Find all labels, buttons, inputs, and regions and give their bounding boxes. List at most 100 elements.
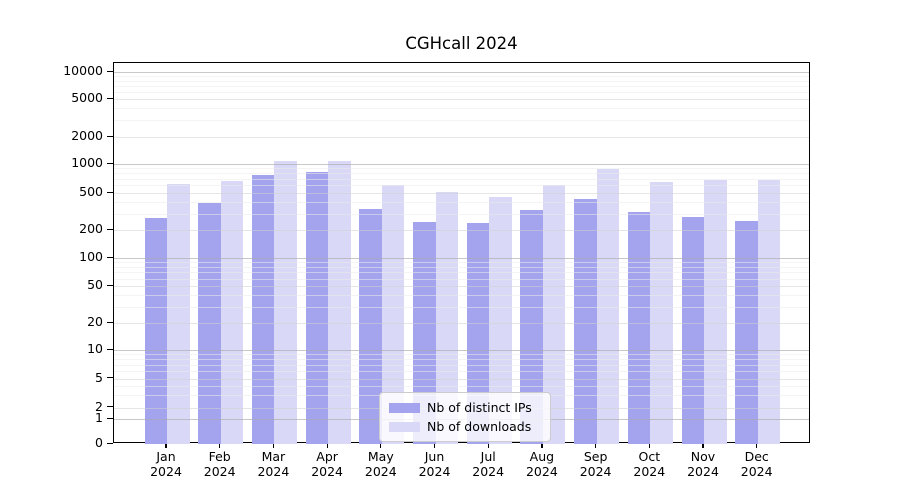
x-tick-jul [487,443,489,448]
bar-distinct-ips-jan [144,217,167,444]
x-tick-apr [326,443,328,448]
minor-gridline [114,295,809,296]
bar-distinct-ips-nov [681,217,704,444]
bar-downloads-jan [167,184,190,444]
gridline-5000 [114,99,809,100]
plot-area: Nb of distinct IPs Nb of downloads [113,62,810,444]
y-tick-1000 [107,162,113,164]
x-tick-label-nov: Nov 2024 [687,449,719,479]
y-tick-label-500: 500 [79,184,103,199]
y-tick-50 [107,284,113,286]
minor-gridline [114,202,809,203]
minor-gridline [114,91,809,93]
y-tick-label-0: 0 [95,435,103,450]
minor-gridline [114,262,809,264]
gridline-50 [114,286,809,287]
bar-downloads-mar [274,161,297,444]
y-tick-label-1: 1 [95,410,103,425]
bar-distinct-ips-dec [735,221,758,444]
minor-gridline [114,168,809,170]
x-tick-feb [219,443,221,448]
gridline-10000 [114,72,809,73]
x-tick-label-apr: Apr 2024 [311,449,343,479]
minor-gridline [114,354,809,356]
legend-label-distinct-ips: Nb of distinct IPs [427,400,532,415]
legend-item-distinct-ips: Nb of distinct IPs [389,398,542,417]
y-tick-label-20: 20 [87,314,103,329]
y-tick-label-5000: 5000 [71,90,103,105]
y-tick-label-10: 10 [87,341,103,356]
x-tick-aug [541,443,543,448]
minor-gridline [114,76,809,78]
y-tick-2000 [107,135,113,137]
x-tick-label-jul: Jul 2024 [472,449,505,479]
y-tick-10 [107,348,113,350]
y-tick-200 [107,228,113,230]
legend-label-downloads: Nb of downloads [427,419,532,434]
x-tick-dec [756,443,758,448]
y-tick-10000 [107,70,113,72]
minor-gridline [114,278,809,280]
gridline-500 [114,193,809,194]
bar-distinct-ips-sep [574,198,597,444]
x-tick-label-feb: Feb 2024 [203,449,236,479]
bar-distinct-ips-jun [413,221,436,444]
y-tick-label-2000: 2000 [71,128,103,143]
minor-gridline [114,359,809,361]
bar-downloads-apr [328,160,351,444]
y-tick-label-1000: 1000 [71,155,103,170]
gridline-1000 [114,164,809,165]
y-tick-label-200: 200 [79,221,103,236]
minor-gridline [114,306,809,308]
minor-gridline [114,385,809,387]
y-tick-5 [107,377,113,379]
x-tick-label-mar: Mar 2024 [257,449,290,479]
x-tick-label-aug: Aug 2024 [525,449,558,479]
bar-downloads-sep [596,168,620,444]
bar-downloads-nov [704,179,727,444]
bar-distinct-ips-oct [627,211,651,444]
gridline-20 [114,323,809,324]
y-tick-label-10000: 10000 [63,63,103,78]
x-tick-may [380,443,382,448]
legend: Nb of distinct IPs Nb of downloads [379,392,551,442]
gridline-200 [114,230,809,231]
gridline-5 [114,378,809,380]
chart-title: CGHcall 2024 [405,34,518,53]
y-tick-1 [107,417,113,419]
x-tick-jan [165,443,167,448]
gridline-100 [114,258,809,259]
y-tick-100 [107,256,113,258]
bar-distinct-ips-jul [466,223,490,444]
y-tick-label-2: 2 [95,398,103,414]
x-tick-mar [272,443,275,448]
x-tick-label-dec: Dec 2024 [740,449,773,479]
gridline-10 [114,350,809,351]
minor-gridline [114,371,809,372]
legend-swatch-distinct-ips [389,402,420,413]
y-tick-500 [107,191,113,193]
legend-item-downloads: Nb of downloads [389,417,542,436]
minor-gridline [114,178,809,180]
x-tick-sep [595,443,597,448]
minor-gridline [114,85,809,87]
y-tick-label-100: 100 [79,249,103,264]
y-tick-0 [107,442,113,444]
legend-swatch-downloads [389,421,420,432]
y-tick-5000 [107,97,113,99]
minor-gridline [114,120,809,122]
x-tick-oct [648,443,650,448]
bar-distinct-ips-mar [251,174,275,444]
minor-gridline [114,173,809,175]
x-tick-label-may: May 2024 [364,449,397,479]
bar-downloads-dec [757,180,781,444]
minor-gridline [114,185,809,187]
minor-gridline [114,267,809,268]
minor-gridline [114,213,809,215]
minor-gridline [114,108,809,110]
minor-gridline [114,80,809,82]
x-tick-label-jun: Jun 2024 [418,449,451,479]
gridline-2000 [114,137,809,138]
x-tick-label-oct: Oct 2024 [633,449,666,479]
